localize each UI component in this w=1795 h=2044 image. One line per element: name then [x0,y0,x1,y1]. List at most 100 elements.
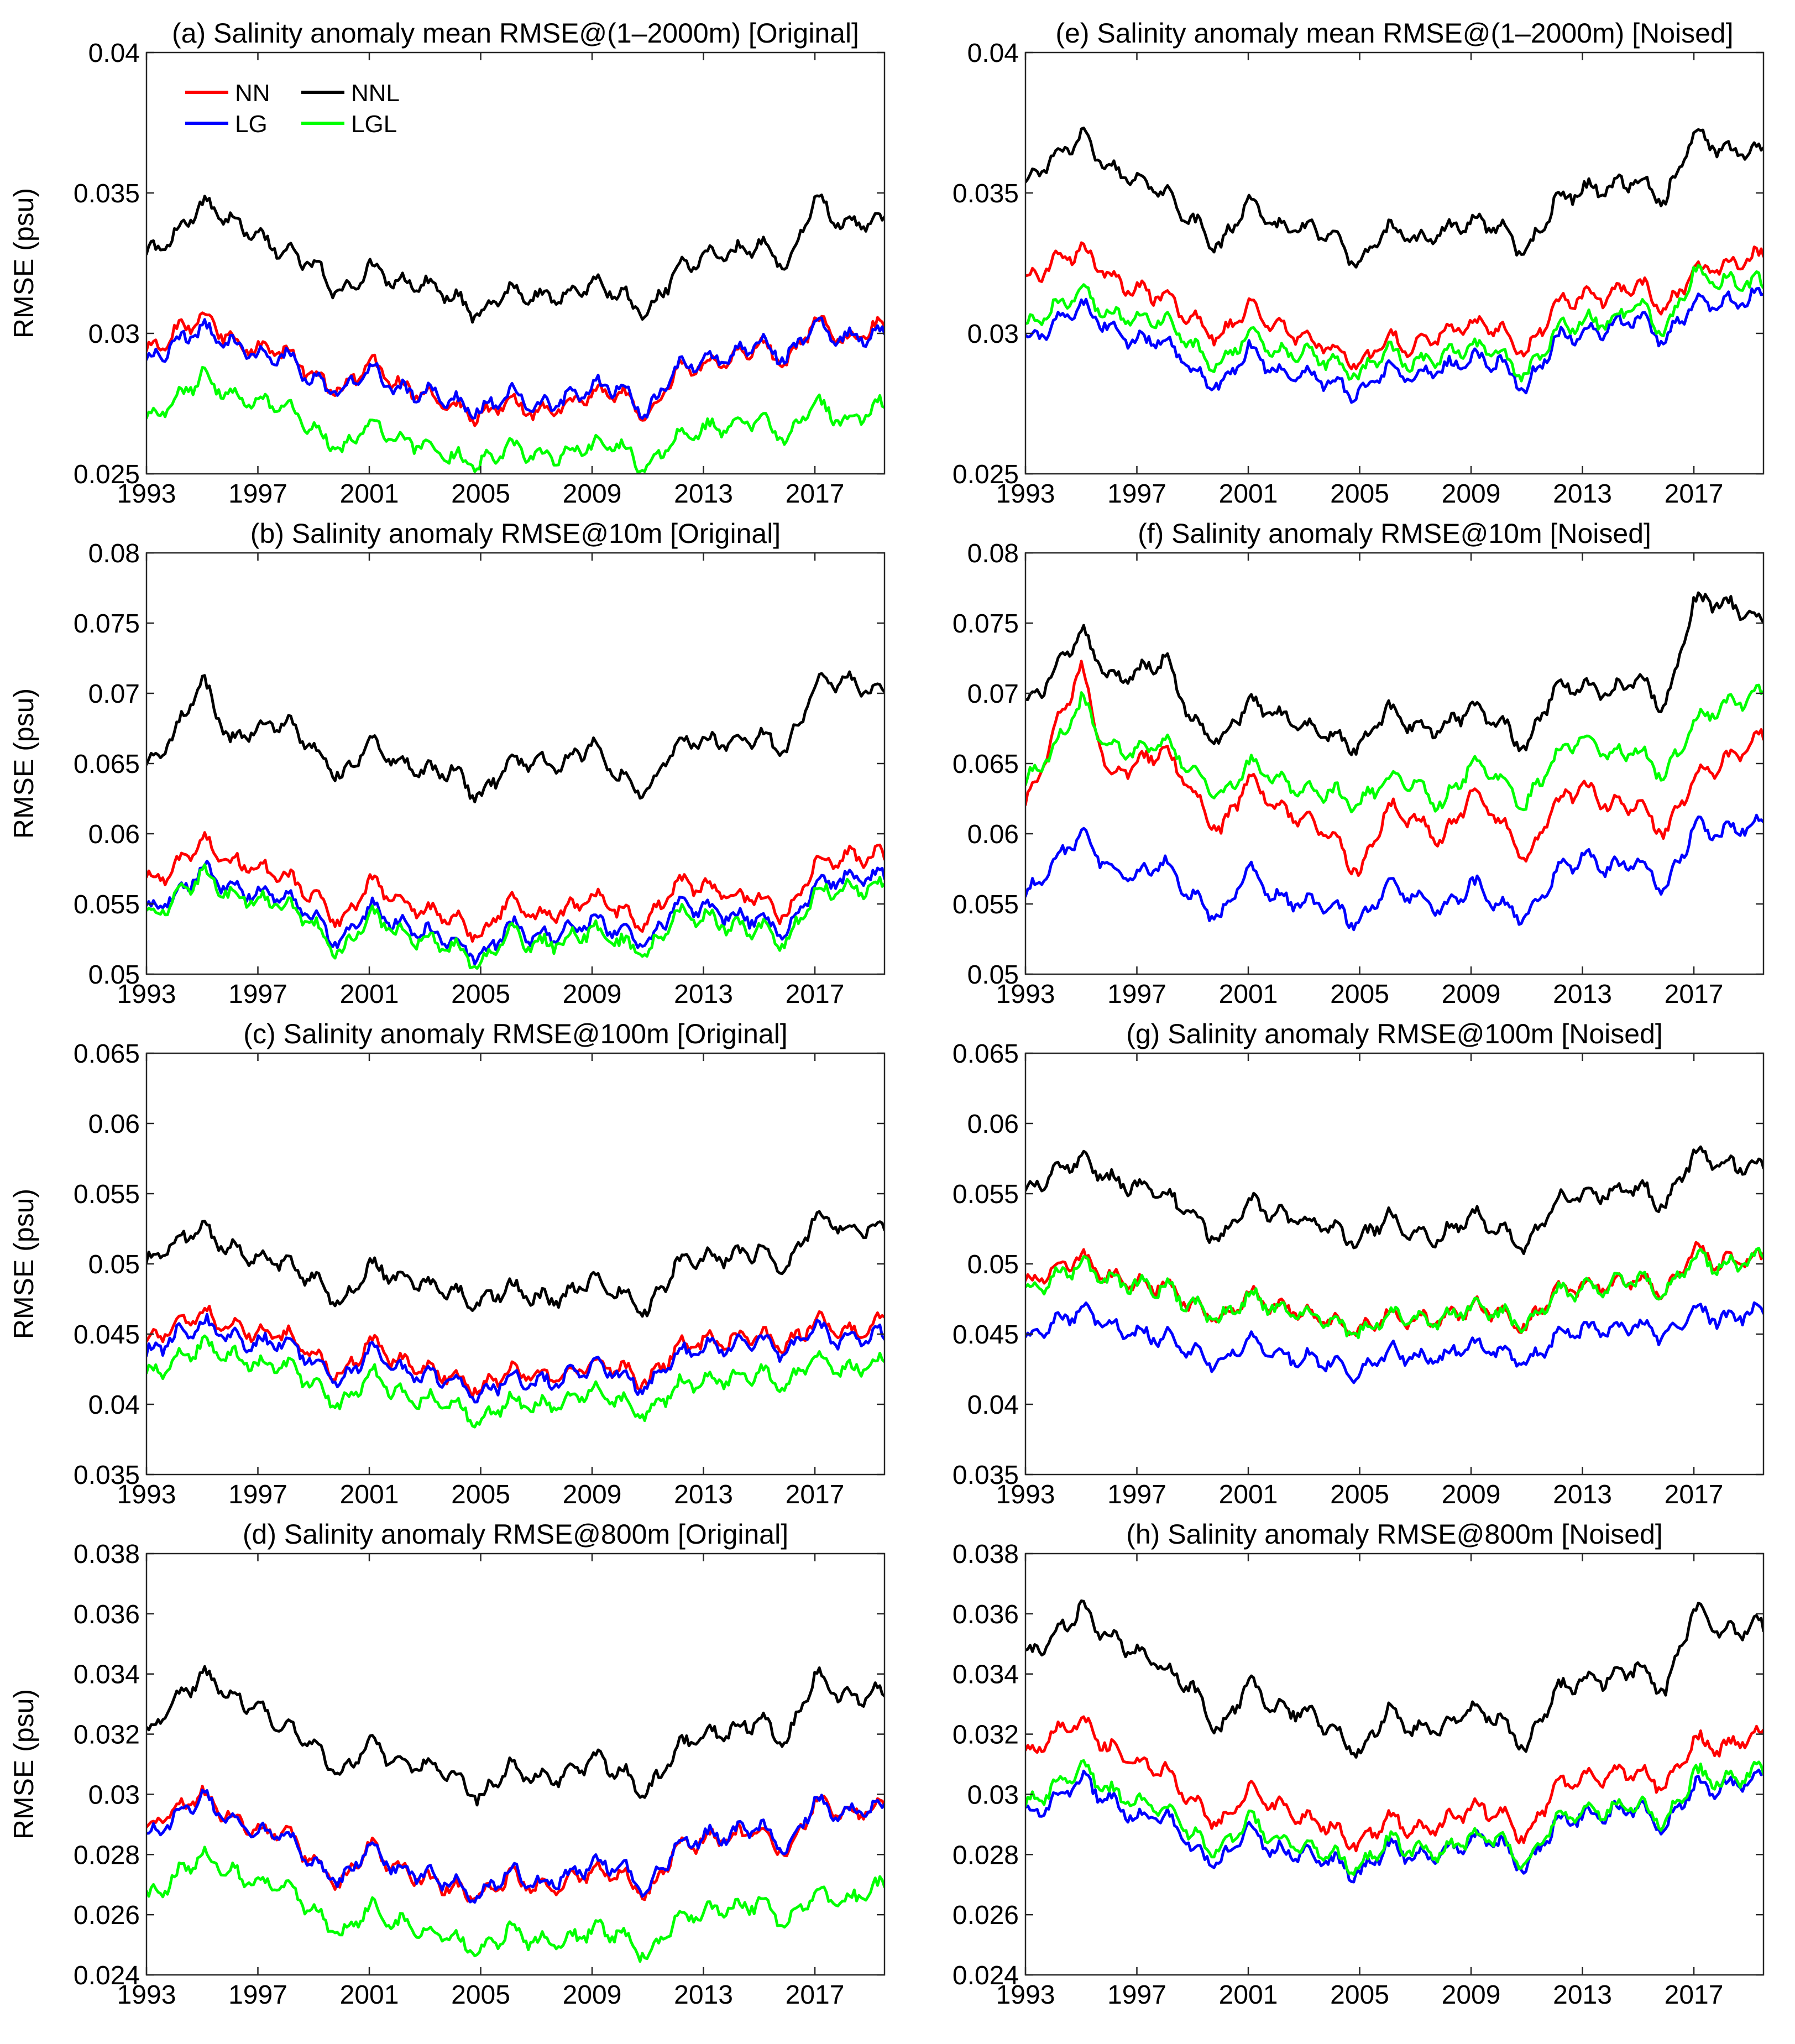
series-line-nnl [146,194,885,324]
series-line-nnl [146,1210,885,1318]
y-tick-label: 0.035 [953,1461,1019,1490]
y-tick-label: 0.035 [74,1461,140,1490]
series-line-lgl [146,863,885,970]
y-tick-label: 0.055 [74,890,140,919]
x-tick-label: 2013 [1553,479,1612,509]
x-tick-label: 2013 [674,1980,733,2010]
series-line-lg [146,1789,885,1904]
panel-h: (h) Salinity anomaly RMSE@800m [Noised] 1… [953,1519,1765,2010]
x-tick-label: 2009 [563,1480,622,1509]
y-tick-label: 0.07 [967,679,1019,709]
y-tick-label: 0.035 [74,179,140,208]
legend-label-nn: NN [235,80,270,107]
x-tick-label: 1997 [1107,1980,1166,2010]
x-tick-label: 2001 [1219,980,1278,1009]
y-axis-label: RMSE (psu) [8,1189,39,1339]
series-line-lgl [1025,683,1763,814]
panel-title: (a) Salinity anomaly mean RMSE@(1–2000m)… [172,18,859,49]
panel-e: (e) Salinity anomaly mean RMSE@(1–2000m)… [953,18,1765,509]
panel-title: (b) Salinity anomaly RMSE@10m [Original] [250,518,781,549]
x-tick-label: 2009 [1442,479,1501,509]
panel-title: (e) Salinity anomaly mean RMSE@(1–2000m)… [1055,18,1733,49]
x-tick-label: 2005 [1330,479,1389,509]
x-tick-label: 2005 [451,1480,510,1509]
x-tick-label: 2017 [786,980,845,1009]
x-tick-label: 2013 [674,1480,733,1509]
x-tick-label: 2005 [1330,1980,1389,2010]
series-line-lg [146,1313,885,1404]
x-tick-label: 2005 [451,1980,510,2010]
y-axis-label: RMSE (psu) [8,188,39,338]
series-line-nn [146,1304,885,1399]
x-tick-label: 2009 [1442,1480,1501,1509]
panel-d: (d) Salinity anomaly RMSE@800m [Original… [8,1519,886,2010]
panel-a: (a) Salinity anomaly mean RMSE@(1–2000m)… [8,18,886,509]
x-tick-label: 2005 [1330,1480,1389,1509]
series-line-lg [1025,286,1763,404]
x-tick-label: 2001 [340,1980,399,2010]
panel-b: (b) Salinity anomaly RMSE@10m [Original]… [8,518,886,1009]
y-tick-label: 0.032 [74,1721,140,1750]
panel-title: (d) Salinity anomaly RMSE@800m [Original… [243,1519,788,1550]
x-tick-label: 1993 [117,980,176,1009]
axes-frame [1024,1052,1765,1476]
y-tick-label: 0.055 [953,890,1019,919]
panel-g: (g) Salinity anomaly RMSE@100m [Noised] 1… [953,1018,1765,1509]
y-tick-label: 0.026 [953,1901,1019,1930]
series-line-nn [146,831,885,943]
series-line-lg [1025,1768,1763,1884]
y-tick-label: 0.04 [88,1390,140,1420]
series-line-nn [1025,241,1763,370]
legend-label-lg: LG [235,111,268,138]
y-tick-label: 0.055 [953,1180,1019,1209]
y-tick-label: 0.055 [74,1180,140,1209]
series-line-lgl [1025,1247,1763,1340]
x-tick-label: 1997 [1107,479,1166,509]
x-tick-label: 2013 [674,479,733,509]
x-tick-label: 1993 [117,1980,176,2010]
series-line-nn [146,1785,885,1903]
axes-frame [145,1552,886,1976]
series-line-nnl [1025,126,1763,269]
y-tick-label: 0.045 [74,1320,140,1350]
x-tick-label: 2001 [1219,1480,1278,1509]
y-tick-label: 0.065 [953,750,1019,779]
y-tick-label: 0.065 [953,1039,1019,1069]
y-tick-label: 0.03 [88,1780,140,1810]
y-tick-label: 0.06 [88,820,140,849]
y-tick-label: 0.03 [967,320,1019,349]
x-tick-label: 2001 [340,980,399,1009]
y-tick-label: 0.06 [88,1110,140,1139]
x-tick-label: 2013 [674,980,733,1009]
y-tick-label: 0.03 [967,1780,1019,1810]
y-tick-label: 0.065 [74,1039,140,1069]
series-line-nnl [1025,1145,1763,1256]
x-tick-label: 2009 [563,479,622,509]
y-tick-label: 0.036 [74,1600,140,1629]
x-tick-label: 1993 [996,479,1055,509]
x-tick-label: 1993 [996,1480,1055,1509]
series-line-nnl [146,670,885,803]
y-tick-label: 0.024 [74,1961,140,1990]
x-tick-label: 2005 [451,479,510,509]
panel-title: (g) Salinity anomaly RMSE@100m [Noised] [1126,1018,1663,1049]
y-tick-label: 0.04 [967,1390,1019,1420]
y-tick-label: 0.07 [88,679,140,709]
x-tick-label: 2005 [1330,980,1389,1009]
series-line-lg [1025,813,1763,932]
series-line-nnl [146,1665,885,1807]
x-tick-label: 1997 [228,1980,287,2010]
y-tick-label: 0.065 [74,750,140,779]
y-tick-label: 0.05 [967,1250,1019,1279]
x-tick-label: 2017 [1665,479,1724,509]
x-tick-label: 2013 [1553,1980,1612,2010]
x-tick-label: 2001 [1219,1980,1278,2010]
y-tick-label: 0.08 [967,539,1019,568]
x-tick-label: 1993 [117,1480,176,1509]
x-tick-label: 2017 [786,1480,845,1509]
y-tick-label: 0.075 [953,609,1019,639]
x-tick-label: 1993 [996,980,1055,1009]
series-line-lgl [146,1334,885,1429]
x-tick-label: 1997 [1107,1480,1166,1509]
panel-f: (f) Salinity anomaly RMSE@10m [Noised] 19… [953,518,1765,1009]
